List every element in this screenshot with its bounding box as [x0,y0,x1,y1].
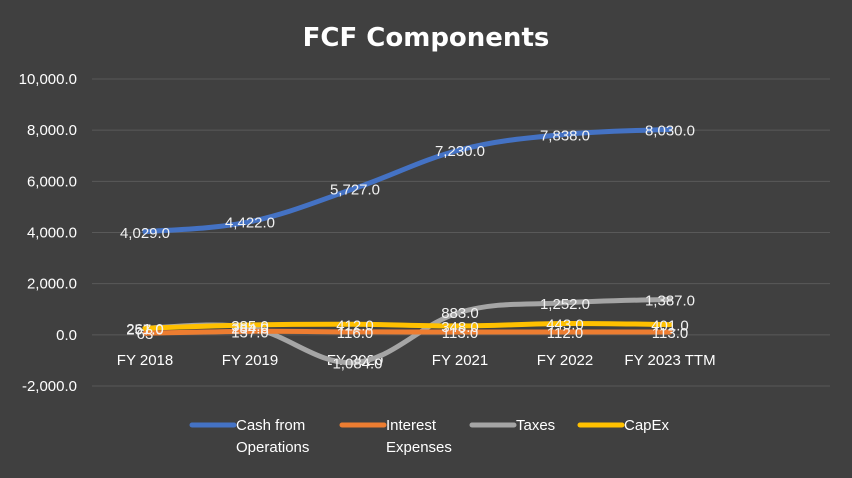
data-label: 348.0 [441,319,479,336]
data-point [247,322,253,328]
data-point [142,229,148,235]
data-label: 4,029.0 [120,225,170,242]
data-point [667,296,673,302]
data-point [667,126,673,132]
series-line-cash-from-operations [142,126,673,235]
y-tick-label: -2,000.0 [22,378,77,395]
data-point [667,329,673,335]
legend-label: Interest [386,417,437,434]
x-tick-label: FY 2019 [222,352,278,369]
data-point [352,360,358,366]
data-label: 63 [137,326,154,343]
data-point [142,330,148,336]
data-point [457,147,463,153]
x-tick-label: FY 2022 [537,352,593,369]
data-label: 385.0 [231,318,269,335]
data-point [352,185,358,191]
data-point [562,300,568,306]
data-label: 883.0 [441,305,479,322]
data-label: -1,084.0 [327,356,382,373]
data-label: 1,387.0 [645,292,695,309]
y-tick-label: 6,000.0 [27,173,77,190]
data-point [142,325,148,331]
data-point [352,321,358,327]
data-label: 116.0 [337,325,373,342]
data-point [457,329,463,335]
data-point [352,329,358,335]
data-label: 261.0 [126,321,164,338]
series-line-capex [142,320,673,331]
data-point [667,322,673,328]
data-label: 412.0 [336,317,374,334]
legend-label: Cash from [236,417,305,434]
data-label: 5,727.0 [330,181,380,198]
data-label: 4,422.0 [225,215,275,232]
data-point [562,320,568,326]
x-tick-label: FY 2018 [117,352,173,369]
legend-label: Taxes [516,417,555,434]
data-label: 7,230.0 [435,143,485,160]
data-label: 443.0 [546,316,584,333]
data-point [457,323,463,329]
legend-label: Operations [236,439,309,456]
legend-label: CapEx [624,417,670,434]
data-label: 8,030.0 [645,122,695,139]
data-label: 137.0 [231,324,269,341]
legend-label: Expenses [386,439,452,456]
data-point [247,328,253,334]
data-label: 284.0 [231,321,269,338]
data-point [562,329,568,335]
data-point [247,219,253,225]
data-label: 7,838.0 [540,127,590,144]
x-tick-label: FY 2023 TTM [624,352,715,369]
data-label: 113.0 [442,325,478,342]
y-tick-label: 10,000.0 [19,71,77,88]
chart-title: FCF Components [303,23,550,53]
y-tick-label: 2,000.0 [27,276,77,293]
data-point [457,309,463,315]
y-tick-label: 8,000.0 [27,122,77,139]
data-label: 113.0 [652,325,688,342]
data-point [562,131,568,137]
data-label: 401.0 [651,318,689,335]
x-tick-label: FY 2021 [432,352,488,369]
data-label: 1,252.0 [540,296,590,313]
data-label: 257.0 [126,321,164,338]
y-tick-label: 4,000.0 [27,225,77,242]
data-label: 112.0 [547,325,583,342]
y-tick-label: 0.0 [56,327,77,344]
series-line-interest-expenses [142,328,673,336]
